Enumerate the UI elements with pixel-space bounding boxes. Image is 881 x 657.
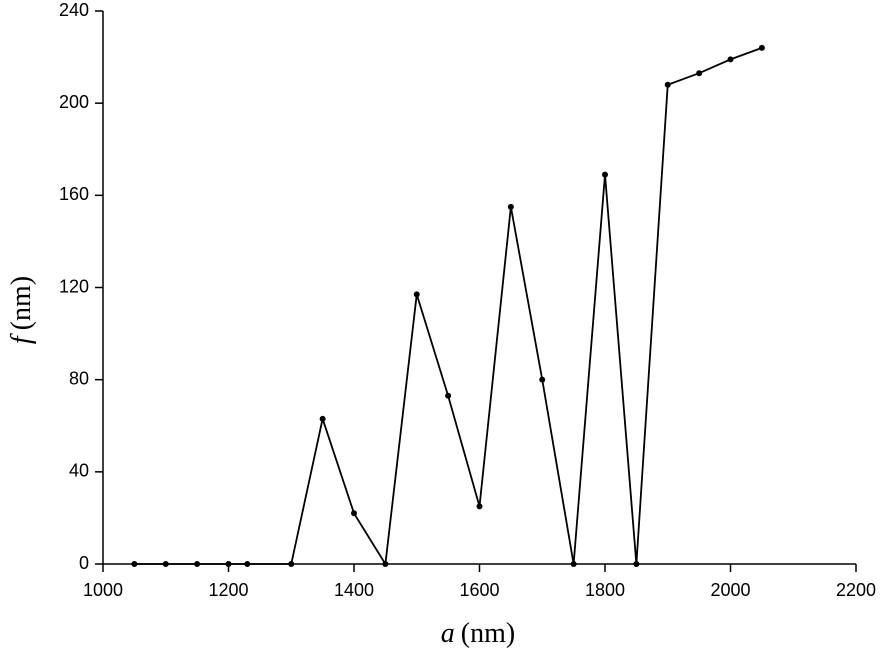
y-axis-unit: (nm) xyxy=(6,276,37,330)
data-point xyxy=(244,561,251,567)
data-point xyxy=(664,81,671,88)
series-line xyxy=(134,47,763,567)
y-tick-label: 80 xyxy=(69,368,89,388)
x-tick-label: 2200 xyxy=(836,580,876,600)
x-axis-label: a (nm) xyxy=(441,618,515,649)
x-tick-label: 2000 xyxy=(710,580,750,600)
x-tick-label: 1400 xyxy=(334,580,374,600)
x-tick-label: 1600 xyxy=(459,580,499,600)
data-point xyxy=(539,376,546,383)
x-tick-label: 1800 xyxy=(585,580,625,600)
data-point xyxy=(131,561,138,567)
y-axis-label: f (nm) xyxy=(6,276,37,344)
y-axis-symbol: f xyxy=(6,333,37,344)
data-point xyxy=(288,561,295,567)
data-point xyxy=(727,56,734,63)
data-point xyxy=(445,392,452,399)
data-point xyxy=(476,503,483,510)
data-point xyxy=(507,203,514,210)
data-point xyxy=(194,561,201,567)
y-tick-label: 40 xyxy=(69,461,89,481)
y-tick-label: 120 xyxy=(59,276,89,296)
y-tick-label: 240 xyxy=(59,0,89,20)
x-tick-label: 1200 xyxy=(208,580,248,600)
data-point xyxy=(413,291,420,298)
x-tick-label: 1000 xyxy=(83,580,123,600)
data-point xyxy=(225,561,232,567)
data-point xyxy=(602,171,608,178)
data-point xyxy=(351,510,357,517)
data-point xyxy=(162,561,169,567)
y-tick-label: 200 xyxy=(59,92,89,112)
data-point xyxy=(319,415,326,422)
data-point xyxy=(570,561,577,567)
y-tick-label: 160 xyxy=(59,184,89,204)
data-point xyxy=(696,70,703,77)
data-point xyxy=(758,44,765,51)
data-point xyxy=(633,561,640,567)
x-axis-symbol: a xyxy=(441,618,455,649)
data-point xyxy=(382,561,389,567)
y-tick-label: 0 xyxy=(79,553,89,573)
x-axis-unit: (nm) xyxy=(461,618,515,649)
